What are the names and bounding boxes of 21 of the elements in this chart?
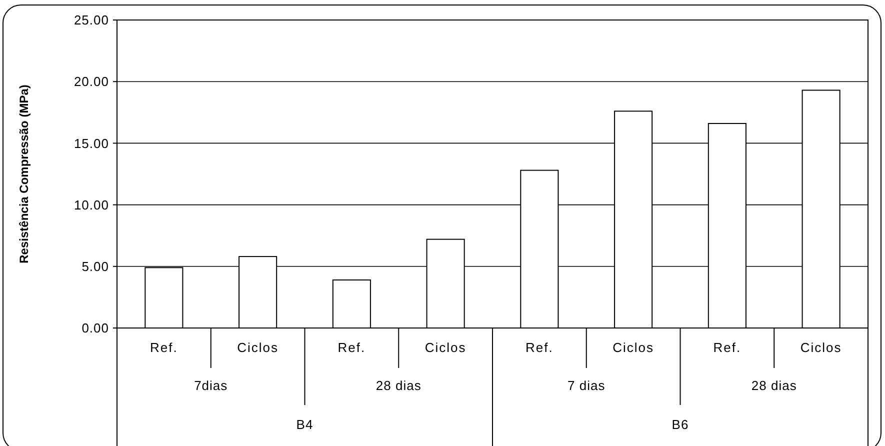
x-tick-label: Ref. <box>713 340 742 355</box>
y-tick-label: 0.00 <box>82 320 109 336</box>
x-tick-label: Ciclos <box>237 340 279 355</box>
text: B4 <box>296 417 314 432</box>
x-tick-label: Ref. <box>338 340 366 355</box>
x-tick-label: Ciclos <box>612 340 654 355</box>
x-tick-label: Ciclos <box>800 340 842 355</box>
text: 7 dias <box>568 378 606 393</box>
text: 28 dias <box>376 378 422 393</box>
y-tick-label: 20.00 <box>74 74 109 90</box>
y-tick-label: 25.00 <box>74 12 109 28</box>
y-axis-title: Resistência Compressão (MPa) <box>17 84 31 264</box>
y-tick-label: 5.00 <box>82 258 109 274</box>
x-tick-label: Ciclos <box>424 340 466 355</box>
x-tick-label: Ref. <box>526 340 554 355</box>
y-tick-label: 15.00 <box>74 136 109 151</box>
y-tick-label: 10.00 <box>74 197 109 212</box>
x-tick-label: Ref. <box>150 340 178 355</box>
text: B6 <box>672 417 689 432</box>
text: 28 dias <box>751 378 797 393</box>
text: 7dias <box>194 378 228 393</box>
